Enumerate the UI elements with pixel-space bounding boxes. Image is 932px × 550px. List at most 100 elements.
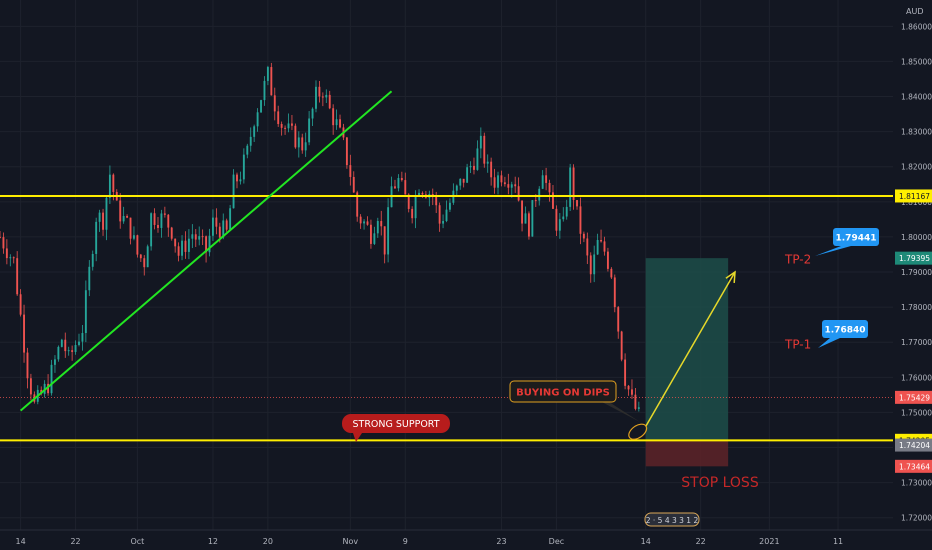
candle-body bbox=[2, 237, 5, 249]
candle-body bbox=[394, 186, 396, 189]
candle-body bbox=[222, 220, 225, 238]
candle-body bbox=[108, 174, 111, 198]
candle-body bbox=[418, 192, 420, 196]
x-tick-label: Dec bbox=[549, 537, 564, 546]
candle-body bbox=[469, 165, 472, 168]
candle-body bbox=[256, 112, 259, 127]
candle-body bbox=[318, 86, 321, 97]
candle-body bbox=[476, 148, 479, 170]
y-tick-label: 1.85000 bbox=[901, 57, 932, 66]
candle-body bbox=[26, 352, 29, 379]
axis-price-tag bbox=[895, 390, 932, 404]
candle-body bbox=[126, 215, 129, 218]
candle-body bbox=[493, 177, 496, 188]
axis-price-tag bbox=[895, 459, 932, 473]
tp2-price-callout-pointer bbox=[815, 246, 851, 256]
candle-body bbox=[5, 248, 8, 259]
candle-body bbox=[562, 216, 565, 220]
drawn-lines bbox=[0, 90, 893, 442]
candle-body bbox=[589, 255, 592, 275]
candle-body bbox=[349, 165, 352, 177]
candle-body bbox=[273, 95, 276, 112]
candle-body bbox=[579, 206, 582, 234]
candle-body bbox=[545, 175, 548, 183]
candle-body bbox=[315, 86, 317, 109]
candle-body bbox=[67, 350, 70, 352]
candle-body bbox=[119, 200, 122, 222]
candle-body bbox=[610, 268, 613, 278]
candle-body bbox=[524, 213, 527, 224]
candle-body bbox=[366, 221, 369, 225]
candle-body bbox=[194, 234, 197, 240]
candle-body bbox=[122, 215, 125, 222]
candle-body bbox=[150, 213, 153, 247]
candle-body bbox=[0, 236, 1, 238]
tp2-price-callout: 1.79441 bbox=[836, 234, 877, 244]
tp1-price-callout-box bbox=[822, 320, 868, 338]
event-markers-box bbox=[644, 512, 700, 527]
candle-body bbox=[167, 214, 170, 228]
buying-on-dips-pointer bbox=[598, 400, 640, 422]
price-axis[interactable]: AUD 1.86000 1.85000 1.84000 1.83000 1.82000 1… bbox=[894, 0, 932, 530]
candle-body bbox=[205, 236, 208, 253]
candle-body bbox=[229, 208, 232, 230]
candle-body bbox=[88, 266, 91, 291]
candle-body bbox=[95, 221, 98, 254]
candle-body bbox=[582, 233, 585, 239]
candle-body bbox=[527, 213, 530, 237]
candle-body bbox=[270, 67, 273, 96]
position-zones bbox=[645, 258, 729, 467]
candle-body bbox=[503, 182, 506, 185]
x-tick-label: Oct bbox=[130, 537, 144, 546]
candle-body bbox=[84, 290, 87, 334]
candle-body bbox=[177, 246, 180, 256]
x-tick-label: 14 bbox=[641, 537, 651, 546]
candle-body bbox=[181, 240, 183, 256]
candle-body bbox=[397, 178, 400, 189]
candle-body bbox=[91, 253, 94, 267]
candle-body bbox=[71, 350, 74, 352]
candle-body bbox=[555, 208, 558, 231]
axis-price-tag-label: 1.81167 bbox=[899, 192, 930, 201]
candle-body bbox=[339, 119, 341, 128]
candle-body bbox=[191, 234, 194, 239]
x-tick-label: 11 bbox=[833, 537, 843, 546]
event-markers: 2 · 5 4 3 3 1 2 bbox=[646, 516, 699, 525]
candle-body bbox=[486, 161, 489, 164]
candle-body bbox=[613, 277, 616, 308]
candle-body bbox=[225, 220, 228, 230]
candle-body bbox=[294, 125, 297, 148]
candle-body bbox=[153, 213, 156, 225]
candle-body bbox=[363, 221, 366, 224]
candle-body bbox=[136, 235, 139, 255]
candle-body bbox=[332, 108, 335, 126]
candle-body bbox=[187, 238, 190, 252]
strong-support-box bbox=[342, 414, 450, 433]
y-tick-label: 1.80000 bbox=[901, 233, 932, 242]
candle-body bbox=[421, 192, 424, 195]
candle-body bbox=[129, 217, 132, 239]
candle-body bbox=[284, 127, 287, 129]
candle-body bbox=[414, 195, 417, 219]
candle-body bbox=[404, 180, 407, 195]
candle-body bbox=[301, 137, 304, 151]
candle-body bbox=[328, 94, 331, 109]
candle-body bbox=[521, 200, 524, 224]
x-tick-label: 23 bbox=[496, 537, 506, 546]
candle-body bbox=[483, 135, 486, 164]
tp1-label: TP-1 bbox=[784, 338, 811, 352]
candle-body bbox=[380, 221, 383, 227]
axis-price-tag-label: 1.74204 bbox=[899, 441, 930, 450]
candle-body bbox=[572, 167, 575, 201]
candle-body bbox=[517, 186, 520, 201]
candle-body bbox=[538, 188, 541, 201]
candle-body bbox=[263, 80, 266, 101]
candle-body bbox=[23, 314, 25, 353]
time-axis[interactable]: 14 22 Oct 12 20 Nov 9 23 Dec 14 22 2021 11 bbox=[0, 529, 932, 546]
candle-body bbox=[356, 192, 359, 217]
target-arrow-head bbox=[725, 270, 736, 284]
candle-body bbox=[160, 213, 163, 228]
candle-body bbox=[12, 257, 15, 259]
candle-body bbox=[19, 294, 22, 315]
